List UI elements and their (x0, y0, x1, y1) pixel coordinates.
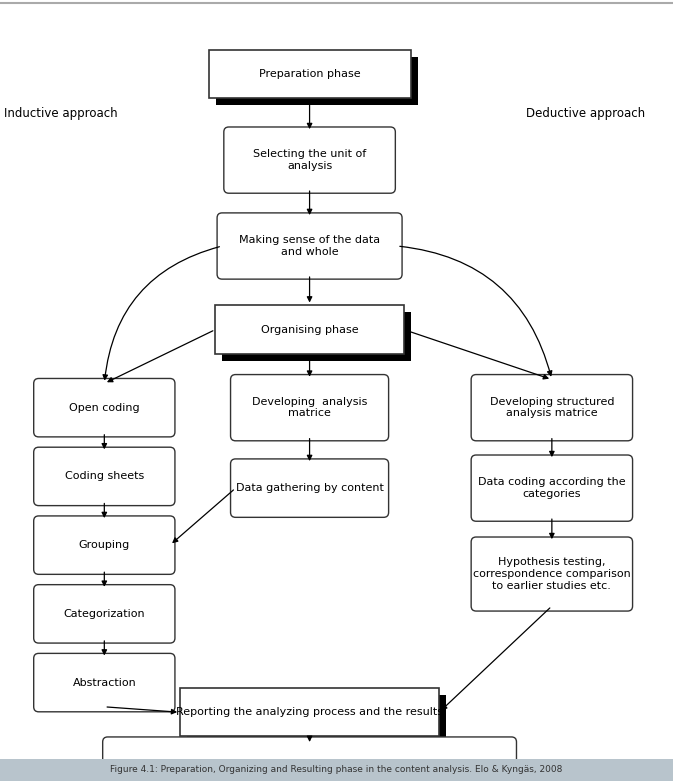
FancyArrowPatch shape (173, 490, 234, 542)
Text: Categorization: Categorization (63, 609, 145, 619)
Text: Deductive approach: Deductive approach (526, 107, 645, 119)
Text: Coding sheets: Coding sheets (65, 472, 144, 481)
FancyArrowPatch shape (406, 330, 548, 379)
FancyBboxPatch shape (231, 459, 388, 517)
FancyArrowPatch shape (308, 191, 312, 214)
Text: Hypothesis testing,
correspondence comparison
to earlier studies etc.: Hypothesis testing, correspondence compa… (473, 558, 631, 590)
FancyArrowPatch shape (400, 246, 552, 376)
Text: Developing structured
analysis matrice: Developing structured analysis matrice (490, 397, 614, 419)
FancyArrowPatch shape (102, 641, 106, 654)
FancyArrowPatch shape (108, 331, 213, 382)
FancyArrowPatch shape (550, 439, 554, 456)
Text: Developing  analysis
matrice: Developing analysis matrice (252, 397, 367, 419)
Text: Reporting the analyzing process and the results: Reporting the analyzing process and the … (176, 708, 443, 717)
FancyBboxPatch shape (180, 688, 439, 736)
Text: Data gathering by content: Data gathering by content (236, 483, 384, 493)
FancyArrowPatch shape (102, 572, 106, 586)
FancyArrowPatch shape (102, 504, 106, 517)
Text: Figure 4.1: Preparation, Organizing and Resulting phase in the content analysis.: Figure 4.1: Preparation, Organizing and … (110, 765, 563, 775)
FancyBboxPatch shape (231, 375, 388, 440)
FancyBboxPatch shape (209, 50, 411, 98)
FancyBboxPatch shape (34, 585, 175, 643)
FancyArrowPatch shape (308, 439, 312, 460)
FancyBboxPatch shape (34, 379, 175, 437)
Text: Inductive approach: Inductive approach (4, 107, 117, 119)
FancyBboxPatch shape (224, 127, 395, 193)
FancyBboxPatch shape (103, 737, 516, 781)
FancyArrowPatch shape (102, 435, 106, 448)
FancyBboxPatch shape (215, 57, 417, 105)
FancyArrowPatch shape (308, 277, 312, 301)
Text: Data coding according the
categories: Data coding according the categories (478, 477, 626, 499)
Text: Making sense of the data
and whole: Making sense of the data and whole (239, 235, 380, 257)
FancyBboxPatch shape (34, 448, 175, 505)
Text: Organising phase: Organising phase (260, 325, 359, 334)
FancyArrowPatch shape (103, 247, 219, 380)
FancyBboxPatch shape (0, 759, 673, 781)
FancyArrowPatch shape (308, 357, 312, 376)
FancyArrowPatch shape (308, 102, 312, 128)
Text: Open coding: Open coding (69, 403, 139, 412)
FancyBboxPatch shape (217, 213, 402, 279)
FancyBboxPatch shape (215, 305, 404, 354)
FancyBboxPatch shape (471, 537, 633, 611)
Text: Abstraction: Abstraction (73, 678, 136, 687)
Text: Model, conceptual system, conceptual map or categories: Model, conceptual system, conceptual map… (150, 761, 469, 770)
FancyBboxPatch shape (187, 695, 446, 744)
Text: Selecting the unit of
analysis: Selecting the unit of analysis (253, 149, 366, 171)
FancyBboxPatch shape (471, 455, 633, 521)
FancyArrowPatch shape (550, 519, 554, 538)
Text: Preparation phase: Preparation phase (258, 70, 361, 79)
Text: Grouping: Grouping (79, 540, 130, 550)
FancyArrowPatch shape (107, 707, 176, 714)
FancyBboxPatch shape (222, 312, 411, 361)
FancyArrowPatch shape (308, 736, 312, 740)
FancyArrowPatch shape (442, 608, 550, 709)
FancyBboxPatch shape (34, 654, 175, 711)
FancyBboxPatch shape (471, 375, 633, 440)
FancyBboxPatch shape (34, 516, 175, 574)
